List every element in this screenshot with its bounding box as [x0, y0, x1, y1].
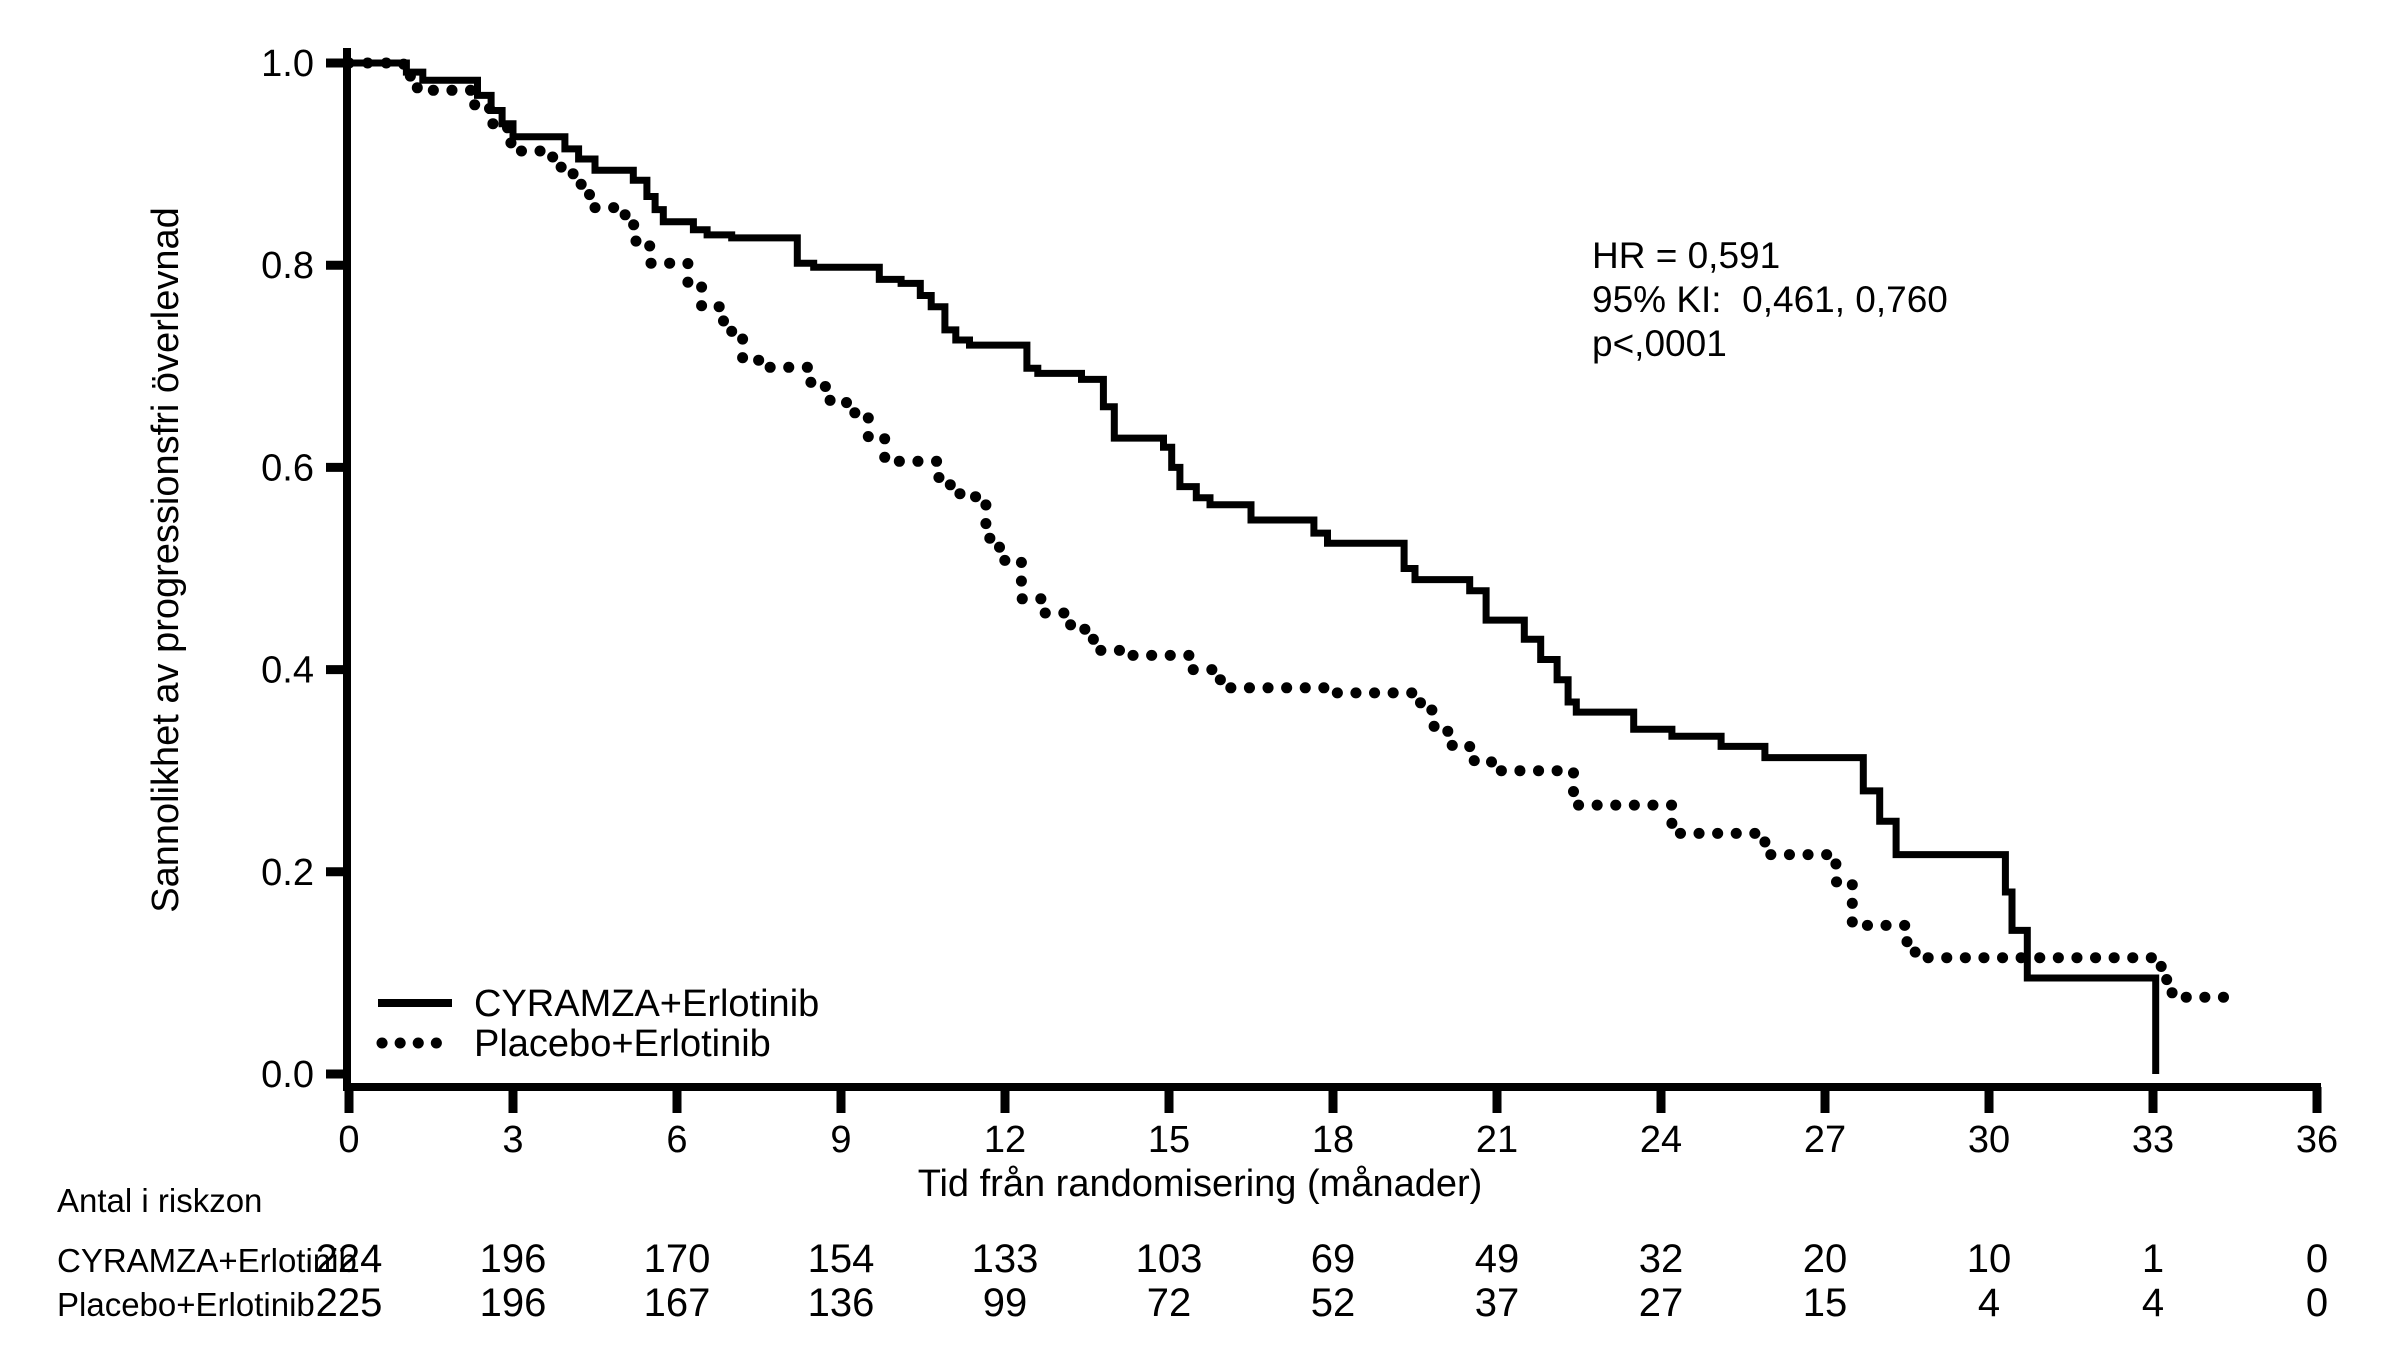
risk-count-placebo: 37	[1475, 1281, 1520, 1325]
risk-count-placebo: 136	[808, 1281, 875, 1325]
risk-count-cyramza: 154	[808, 1237, 875, 1281]
x-tick-label: 12	[984, 1119, 1026, 1161]
y-axis-title: Sannolikhet av progressionsfri överlevna…	[145, 207, 187, 913]
legend-placebo-label: Placebo+Erlotinib	[474, 1023, 771, 1065]
legend-cyramza-label: CYRAMZA+Erlotinib	[474, 983, 819, 1025]
x-tick-label: 24	[1640, 1119, 1682, 1161]
x-tick-label: 3	[502, 1119, 523, 1161]
risk-count-cyramza: 133	[972, 1237, 1039, 1281]
x-tick-label: 9	[830, 1119, 851, 1161]
y-tick-label: 0.6	[261, 447, 314, 489]
risk-count-cyramza: 20	[1803, 1237, 1848, 1281]
hr-line: HR = 0,591	[1592, 235, 1780, 276]
y-tick-label: 0.2	[261, 852, 314, 894]
y-tick-label: 0.8	[261, 245, 314, 287]
placebo-survival-curve	[343, 57, 2235, 1003]
ci-line: 95% KI: 0,461, 0,760	[1592, 279, 1948, 320]
legend: CYRAMZA+Erlotinib Placebo+Erlotinib	[376, 983, 819, 1065]
risk-count-placebo: 4	[2142, 1281, 2164, 1325]
risk-count-cyramza: 1	[2142, 1237, 2164, 1281]
hr-annotation: HR = 0,591 95% KI: 0,461, 0,760 p<,0001	[1592, 235, 1948, 364]
y-tick-label: 0.0	[261, 1054, 314, 1096]
x-tick-label: 15	[1148, 1119, 1190, 1161]
risk-count-cyramza: 196	[480, 1237, 547, 1281]
risk-count-placebo: 4	[1978, 1281, 2000, 1325]
risk-count-cyramza: 103	[1136, 1237, 1203, 1281]
risk-count-placebo: 0	[2306, 1281, 2328, 1325]
x-tick-label: 0	[338, 1119, 359, 1161]
x-axis-title: Tid från randomisering (månader)	[918, 1163, 1483, 1205]
risk-count-cyramza: 32	[1639, 1237, 1684, 1281]
x-tick-label: 21	[1476, 1119, 1518, 1161]
risk-count-placebo: 225	[316, 1281, 383, 1325]
pvalue-line: p<,0001	[1592, 323, 1727, 364]
risk-count-placebo: 99	[983, 1281, 1028, 1325]
x-tick-label: 18	[1312, 1119, 1354, 1161]
risk-row-label-placebo: Placebo+Erlotinib	[57, 1286, 315, 1323]
risk-count-placebo: 15	[1803, 1281, 1848, 1325]
x-tick-label: 30	[1968, 1119, 2010, 1161]
x-tick-label: 36	[2296, 1119, 2338, 1161]
risk-count-cyramza: 49	[1475, 1237, 1520, 1281]
risk-count-placebo: 52	[1311, 1281, 1356, 1325]
x-tick-label: 6	[666, 1119, 687, 1161]
risk-count-placebo: 72	[1147, 1281, 1192, 1325]
risk-count-cyramza: 170	[644, 1237, 711, 1281]
risk-count-cyramza: 69	[1311, 1237, 1356, 1281]
risk-table-title: Antal i riskzon	[57, 1182, 262, 1219]
cyramza-survival-curve	[349, 59, 2160, 1074]
risk-count-cyramza: 0	[2306, 1237, 2328, 1281]
y-tick-label: 0.4	[261, 650, 314, 692]
y-tick-label: 1.0	[261, 43, 314, 85]
x-tick-label: 27	[1804, 1119, 1846, 1161]
x-tick-label: 33	[2132, 1119, 2174, 1161]
risk-count-cyramza: 224	[316, 1237, 383, 1281]
curves	[343, 57, 2235, 1074]
risk-row-label-cyramza: CYRAMZA+Erlotinib	[57, 1242, 357, 1279]
risk-count-placebo: 167	[644, 1281, 711, 1325]
risk-count-placebo: 196	[480, 1281, 547, 1325]
risk-count-placebo: 27	[1639, 1281, 1684, 1325]
risk-count-cyramza: 10	[1967, 1237, 2012, 1281]
